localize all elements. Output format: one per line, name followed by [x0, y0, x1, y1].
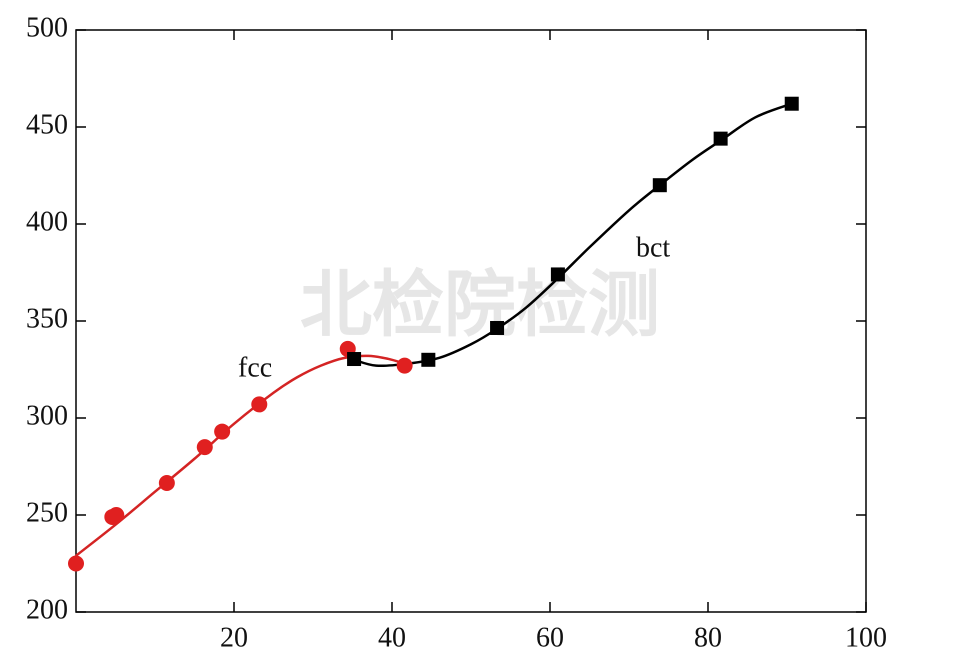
data-point	[68, 555, 84, 572]
x-tick-label: 60	[536, 622, 564, 653]
fit-line	[75, 354, 405, 557]
y-tick-label: 350	[26, 303, 68, 334]
data-point	[347, 352, 362, 367]
data-point	[251, 396, 268, 413]
x-tick-label: 20	[220, 622, 248, 653]
watermark: 北检院检测	[300, 263, 660, 347]
y-tick-label: 250	[26, 497, 68, 528]
y-tick-label: 300	[26, 400, 68, 431]
x-tick-label: 40	[378, 622, 406, 653]
data-point	[196, 439, 213, 456]
data-point	[652, 178, 667, 193]
data-point	[784, 96, 799, 111]
y-tick-label: 400	[26, 206, 68, 237]
data-point	[550, 267, 565, 282]
data-point	[421, 352, 436, 367]
data-point	[108, 507, 125, 523]
x-tick-label: 80	[694, 622, 722, 653]
data-point	[490, 320, 505, 335]
data-point	[158, 474, 175, 491]
data-point	[396, 357, 413, 374]
y-tick-label: 450	[26, 109, 68, 140]
y-tick-label: 200	[26, 594, 68, 625]
data-point	[214, 423, 231, 440]
x-tick-label: 100	[845, 622, 887, 653]
annotation: bct	[636, 232, 670, 263]
annotation: fcc	[238, 352, 272, 383]
data-point	[713, 131, 728, 146]
y-tick-label: 500	[26, 12, 68, 43]
